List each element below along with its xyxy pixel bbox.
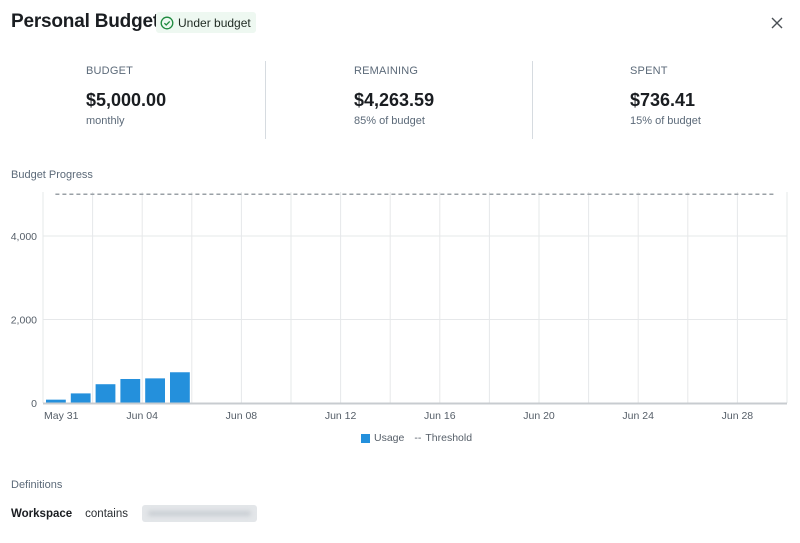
usage-bar	[170, 372, 190, 403]
divider	[532, 61, 533, 139]
usage-bar	[95, 384, 116, 403]
usage-bar	[46, 399, 66, 403]
status-badge: Under budget	[156, 12, 256, 33]
y-tick-label: 2,000	[11, 315, 37, 327]
chart-legend: Usage -- Threshold	[361, 432, 472, 444]
x-tick-label: Jun 12	[325, 410, 357, 422]
stat-label: REMAINING	[354, 65, 419, 77]
usage-bar	[145, 378, 165, 403]
x-tick-label: May 31	[44, 410, 79, 422]
legend-threshold[interactable]: Threshold	[425, 432, 473, 444]
legend-usage[interactable]: Usage	[374, 432, 405, 444]
definition-value-redacted	[142, 505, 257, 522]
definition-operator: contains	[85, 507, 128, 520]
budget-progress-chart: 0 2,000 4,000 May 31 Jun 04 Jun 08 Jun 12 Jun 1…	[11, 192, 788, 422]
x-tick-label: Jun 16	[424, 410, 456, 422]
usage-bar	[120, 378, 141, 403]
check-circle-icon	[160, 16, 174, 29]
status-badge-label: Under budget	[178, 15, 251, 30]
divider	[265, 61, 266, 139]
definition-row: Workspace contains	[11, 505, 257, 522]
chart-title: Budget Progress	[11, 169, 93, 181]
stat-value: $736.41	[630, 90, 696, 110]
definitions-title: Definitions	[11, 479, 63, 491]
y-tick-label: 0	[31, 398, 37, 410]
stat-label: BUDGET	[86, 65, 134, 77]
stat-sub: monthly	[86, 115, 125, 127]
page-title: Personal Budget	[11, 11, 159, 32]
x-tick-label: Jun 08	[226, 410, 258, 422]
stat-value: $4,263.59	[354, 90, 435, 110]
stat-label: SPENT	[630, 65, 668, 77]
threshold-dash-icon: --	[414, 432, 422, 444]
stat-sub: 15% of budget	[630, 115, 701, 127]
x-tick-label: Jun 20	[523, 410, 555, 422]
x-tick-label: Jun 04	[126, 410, 158, 422]
usage-swatch	[361, 433, 370, 443]
definition-key: Workspace	[11, 507, 73, 520]
usage-bar	[70, 393, 91, 403]
stat-value: $5,000.00	[86, 90, 167, 110]
close-icon[interactable]	[768, 14, 786, 32]
x-tick-label: Jun 24	[622, 410, 654, 422]
y-tick-label: 4,000	[11, 231, 37, 243]
x-tick-label: Jun 28	[722, 410, 754, 422]
stat-sub: 85% of budget	[354, 115, 425, 127]
